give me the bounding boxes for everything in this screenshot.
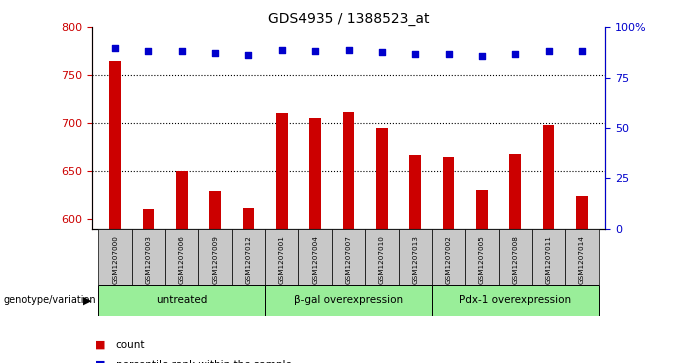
Point — [377, 49, 388, 55]
Bar — [565, 229, 598, 285]
Bar — [332, 229, 365, 285]
Text: GSM1207009: GSM1207009 — [212, 236, 218, 284]
Text: GSM1207008: GSM1207008 — [512, 236, 518, 284]
Text: GSM1207003: GSM1207003 — [146, 236, 152, 284]
Bar — [343, 112, 354, 363]
Bar — [143, 209, 154, 363]
Text: β-gal overexpression: β-gal overexpression — [294, 295, 403, 305]
Bar — [176, 171, 188, 363]
Point — [243, 52, 254, 58]
Point — [343, 47, 354, 53]
Bar — [509, 154, 521, 363]
Point — [477, 53, 488, 59]
Bar — [576, 196, 588, 363]
Text: GSM1207001: GSM1207001 — [279, 236, 285, 284]
Point — [410, 51, 421, 57]
Bar — [109, 61, 121, 363]
Bar — [99, 285, 265, 316]
Bar — [243, 208, 254, 363]
Point — [176, 48, 187, 54]
Bar — [276, 113, 288, 363]
Text: genotype/variation: genotype/variation — [3, 295, 96, 305]
Text: GSM1207011: GSM1207011 — [545, 236, 551, 284]
Text: GSM1207006: GSM1207006 — [179, 236, 185, 284]
Bar — [132, 229, 165, 285]
Bar — [432, 285, 598, 316]
Bar — [443, 157, 454, 363]
Bar — [309, 118, 321, 363]
Point — [309, 48, 320, 54]
Text: GSM1207002: GSM1207002 — [445, 236, 452, 284]
Bar — [465, 229, 498, 285]
Bar — [265, 229, 299, 285]
Point — [276, 47, 287, 53]
Title: GDS4935 / 1388523_at: GDS4935 / 1388523_at — [268, 12, 429, 26]
Point — [143, 48, 154, 54]
Bar — [409, 155, 421, 363]
Text: ■: ■ — [95, 340, 105, 350]
Bar — [498, 229, 532, 285]
Bar — [165, 229, 199, 285]
Text: untreated: untreated — [156, 295, 207, 305]
Bar — [299, 229, 332, 285]
Text: GSM1207004: GSM1207004 — [312, 236, 318, 284]
Bar — [232, 229, 265, 285]
Point — [577, 48, 588, 54]
Bar — [398, 229, 432, 285]
Text: GSM1207012: GSM1207012 — [245, 236, 252, 284]
Text: ▶: ▶ — [83, 295, 91, 305]
Text: GSM1207010: GSM1207010 — [379, 236, 385, 284]
Bar — [365, 229, 398, 285]
Bar — [543, 125, 554, 363]
Point — [209, 50, 220, 56]
Bar — [432, 229, 465, 285]
Point — [443, 51, 454, 57]
Text: ■: ■ — [95, 360, 105, 363]
Text: GSM1207007: GSM1207007 — [345, 236, 352, 284]
Text: GSM1207000: GSM1207000 — [112, 236, 118, 284]
Bar — [199, 229, 232, 285]
Point — [109, 45, 120, 51]
Bar — [265, 285, 432, 316]
Point — [543, 48, 554, 54]
Bar — [99, 229, 132, 285]
Bar — [476, 190, 488, 363]
Text: GSM1207014: GSM1207014 — [579, 236, 585, 284]
Point — [510, 51, 521, 57]
Text: Pdx-1 overexpression: Pdx-1 overexpression — [459, 295, 571, 305]
Text: count: count — [116, 340, 145, 350]
Bar — [376, 128, 388, 363]
Text: GSM1207005: GSM1207005 — [479, 236, 485, 284]
Bar — [209, 191, 221, 363]
Text: percentile rank within the sample: percentile rank within the sample — [116, 360, 292, 363]
Bar — [532, 229, 565, 285]
Text: GSM1207013: GSM1207013 — [412, 236, 418, 284]
